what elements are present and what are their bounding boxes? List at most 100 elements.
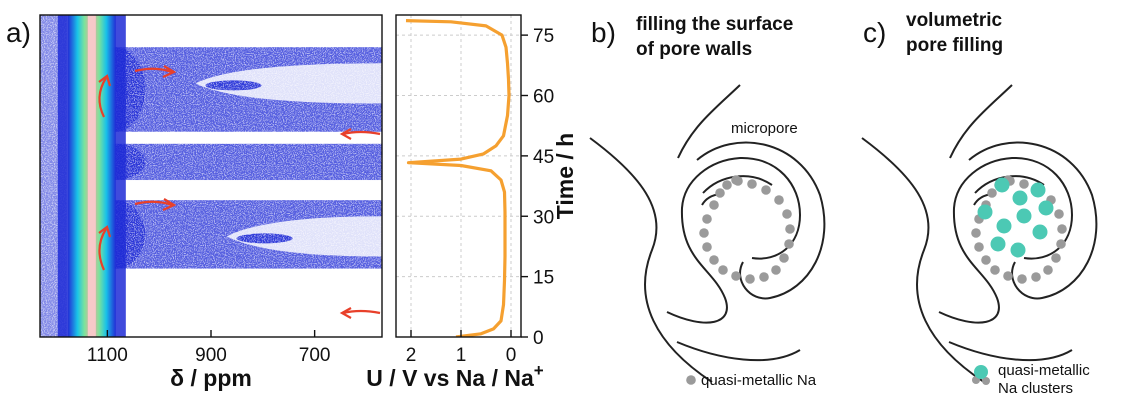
potential-frame (395, 14, 522, 338)
legend-na-atom (686, 375, 696, 385)
na-atom (785, 224, 795, 234)
arrow-curve-lower-head (98, 225, 112, 238)
legend-na-cluster-label-2: Na clusters (998, 380, 1073, 396)
na-cluster (977, 204, 993, 220)
na-atom (987, 188, 997, 198)
potential-x-tick-label: 1 (456, 345, 467, 366)
na-atom (1043, 265, 1053, 275)
pore-wall-top (677, 84, 741, 159)
arrow-left-lower-head (339, 307, 352, 319)
arrow-curve-upper-head (98, 74, 112, 87)
panel-a-letter: a) (6, 17, 31, 48)
na-cluster (1016, 208, 1032, 224)
arrow-curve-lower (98, 228, 107, 271)
na-atom (1054, 209, 1064, 219)
na-atom (747, 179, 757, 189)
na-cluster (1010, 242, 1026, 258)
pore-wall-mid (666, 156, 802, 324)
na-atom (779, 253, 789, 263)
time-tick-label: 15 (533, 268, 554, 289)
arrow-left-upper (342, 130, 381, 136)
na-atom (722, 180, 732, 190)
arrow-right-upper (134, 67, 173, 74)
na-atom (782, 209, 792, 219)
na-clusters-volume (971, 175, 1067, 284)
na-atom (1056, 239, 1066, 249)
na-atom (731, 271, 741, 281)
na-atom (1003, 271, 1013, 281)
na-atom (731, 175, 741, 185)
na-atom (771, 265, 781, 275)
na-cluster (1012, 190, 1028, 206)
arrow-right-lower-head (162, 198, 177, 212)
na-atom (709, 200, 719, 210)
time-tick-label: 75 (533, 26, 554, 47)
micropore-label: micropore (731, 120, 798, 137)
potential-x-tick-label: 2 (406, 345, 417, 366)
na-atom (990, 265, 1000, 275)
time-axis-title: Time / h (552, 133, 578, 220)
nmr-heatmap (40, 15, 382, 337)
panel-b-heading-line1: filling the surface (636, 14, 793, 35)
pore-diagram-b (589, 84, 826, 383)
na-atom (699, 228, 709, 238)
na-cluster (1030, 182, 1046, 198)
heatmap-x-tick-label: 1100 (87, 345, 128, 366)
na-cluster (994, 177, 1010, 193)
potential-curve (405, 19, 511, 337)
time-tick-label: 45 (533, 147, 554, 168)
na-cluster (996, 218, 1012, 234)
na-atom (715, 188, 725, 198)
na-atom (745, 274, 755, 284)
pore-wall-lower (676, 341, 801, 362)
time-tick-label: 60 (533, 87, 554, 108)
heatmap-x-tick-label: 900 (195, 345, 227, 366)
arrow-right-upper-head (162, 65, 177, 79)
legend-na-atom-label: quasi-metallic Na (701, 372, 817, 389)
na-atom (709, 255, 719, 265)
metal-ridge-core (87, 15, 96, 337)
arrow-left-lower (342, 309, 381, 315)
na-atom (774, 195, 784, 205)
na-atom (1031, 272, 1041, 282)
time-tick-label: 0 (533, 328, 544, 349)
na-cluster (1038, 200, 1054, 216)
panel-b-letter: b) (591, 17, 616, 48)
na-atom (1019, 179, 1029, 189)
na-atom (1017, 274, 1027, 284)
pore-wall-outer-left (589, 137, 713, 383)
legend-na-cluster-label-1: quasi-metallic (998, 362, 1090, 379)
na-atom (761, 185, 771, 195)
na-atom (784, 239, 794, 249)
heatmap-x-axis: 1100 900 700 (87, 330, 331, 366)
arrow-left-upper-head (339, 128, 352, 140)
potential-x-axis-title: U / V vs Na / Na+ (366, 361, 543, 391)
legend-na-cluster (972, 365, 990, 385)
na-cluster (1032, 224, 1048, 240)
panel-c-letter: c) (863, 17, 886, 48)
na-atom (981, 255, 991, 265)
arrow-curve-upper (98, 77, 107, 118)
na-atom (702, 214, 712, 224)
na-atoms-surface (699, 175, 795, 284)
time-tick-label: 30 (533, 207, 554, 228)
pore-wall-outer-right (696, 141, 826, 300)
na-cluster (990, 236, 1006, 252)
na-atom (974, 242, 984, 252)
na-atom (702, 242, 712, 252)
na-atom (1057, 224, 1067, 234)
na-atom (1051, 253, 1061, 263)
arrow-right-lower (134, 200, 173, 207)
panel-b-heading-line2: of pore walls (636, 39, 752, 60)
na-atom (718, 265, 728, 275)
panel-c-heading-line2: pore filling (906, 35, 1003, 56)
potential-plot: 2 1 0 0 15 30 45 60 75 U / V vs Na / Na+ Time /… (366, 14, 578, 391)
na-atom (759, 272, 769, 282)
panel-c-heading-line1: volumetric (906, 10, 1003, 31)
potential-x-tick-label: 0 (506, 345, 517, 366)
heatmap-x-tick-label: 700 (299, 345, 331, 366)
heatmap-x-axis-title: δ / ppm (170, 365, 252, 391)
na-atom (971, 228, 981, 238)
flow-arrows (98, 65, 381, 319)
